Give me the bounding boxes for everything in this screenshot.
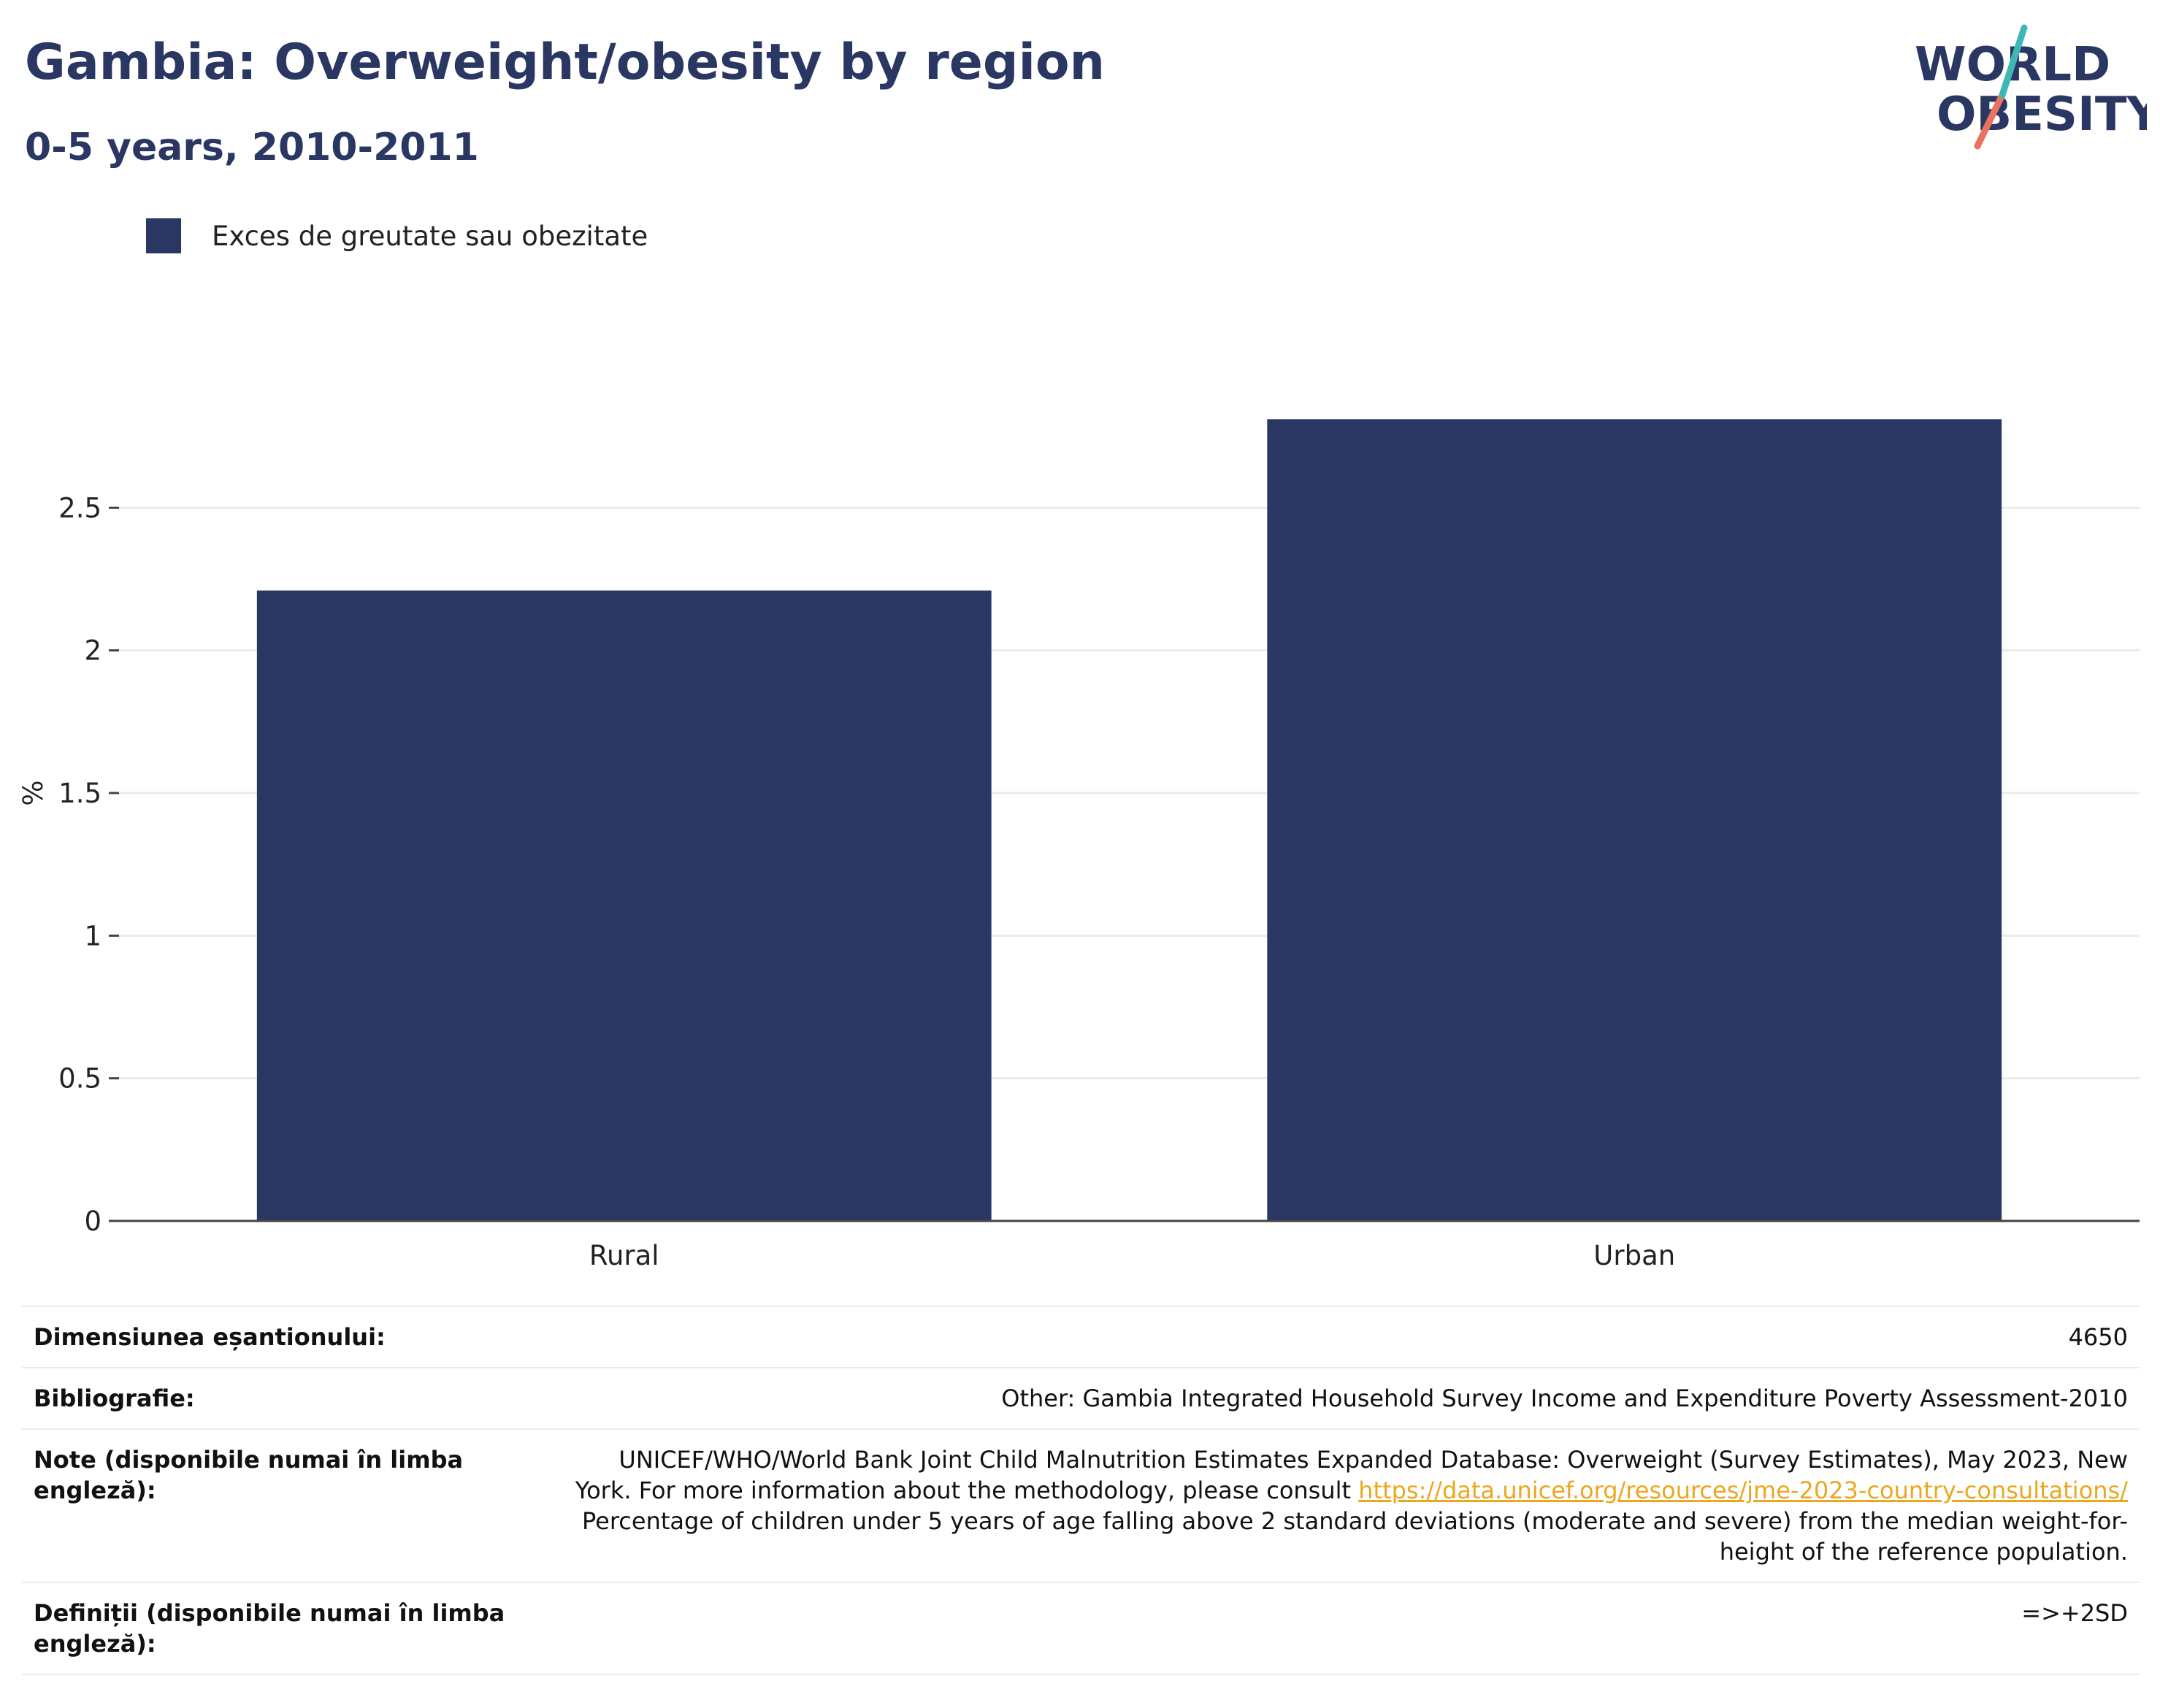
- x-tick-label-urban: Urban: [1593, 1240, 1675, 1271]
- bars: [256, 419, 2002, 1221]
- logo-slash-coral-icon: [1974, 91, 2006, 150]
- chart-legend[interactable]: Exces de greutate sau obezitate: [146, 218, 648, 254]
- y-tick-label-1: 0.5: [58, 1063, 102, 1095]
- bibliography-label: Bibliografie:: [22, 1367, 556, 1430]
- logo-slash-teal-icon: [1999, 24, 2028, 99]
- legend-label: Exces de greutate sau obezitate: [212, 220, 648, 252]
- y-tick-label-2: 1: [84, 920, 102, 951]
- logo-word-obesity: OBESITY: [1937, 88, 2147, 142]
- info-row-notes: Note (disponibile numai în limba engleză…: [22, 1428, 2140, 1583]
- y-tick-label-0: 0: [84, 1206, 102, 1237]
- definitions-label: Definiții (disponibile numai în limba en…: [22, 1582, 556, 1675]
- bar-chart: 0 0.5 1 1.5 2 2.5 Rural Urban %: [18, 419, 2140, 1271]
- notes-text-1: UNICEF/WHO/World Bank Joint Child Malnut…: [575, 1446, 2128, 1504]
- x-tick-label-rural: Rural: [589, 1240, 659, 1271]
- definitions-value: =>+2SD: [556, 1582, 2140, 1675]
- info-row-sample-size: Dimensiunea eșantionului: 4650: [22, 1306, 2140, 1368]
- world-obesity-logo: WORLD OBESITY: [1915, 24, 2147, 150]
- info-row-bibliography: Bibliografie: Other: Gambia Integrated H…: [22, 1367, 2140, 1430]
- legend-swatch: [146, 218, 181, 253]
- chart-subtitle: 0-5 years, 2010-2011: [25, 126, 479, 169]
- info-row-definitions: Definiții (disponibile numai în limba en…: [22, 1582, 2140, 1675]
- notes-link[interactable]: https://data.unicef.org/resources/jme-20…: [1358, 1477, 2128, 1504]
- chart-title: Gambia: Overweight/obesity by region: [25, 34, 1105, 91]
- notes-text-2: Percentage of children under 5 years of …: [582, 1507, 2128, 1566]
- y-tick-label-4: 2: [84, 635, 102, 667]
- info-table: Dimensiunea eșantionului: 4650 Bibliogra…: [22, 1306, 2140, 1675]
- y-tick-label-3: 1.5: [58, 778, 102, 809]
- bar-urban: [1267, 419, 2002, 1221]
- notes-label: Note (disponibile numai în limba engleză…: [22, 1428, 556, 1583]
- bar-rural: [256, 590, 992, 1221]
- y-tick-label-5: 2.5: [58, 492, 102, 524]
- y-axis-label: %: [18, 780, 49, 805]
- sample-size-label: Dimensiunea eșantionului:: [22, 1306, 556, 1368]
- sample-size-value: 4650: [556, 1306, 2140, 1368]
- y-axis-ticks: 0 0.5 1 1.5 2 2.5: [58, 492, 119, 1237]
- bibliography-value: Other: Gambia Integrated Household Surve…: [556, 1367, 2140, 1430]
- x-axis-ticks: Rural Urban: [589, 1240, 1675, 1271]
- notes-value: UNICEF/WHO/World Bank Joint Child Malnut…: [556, 1428, 2140, 1583]
